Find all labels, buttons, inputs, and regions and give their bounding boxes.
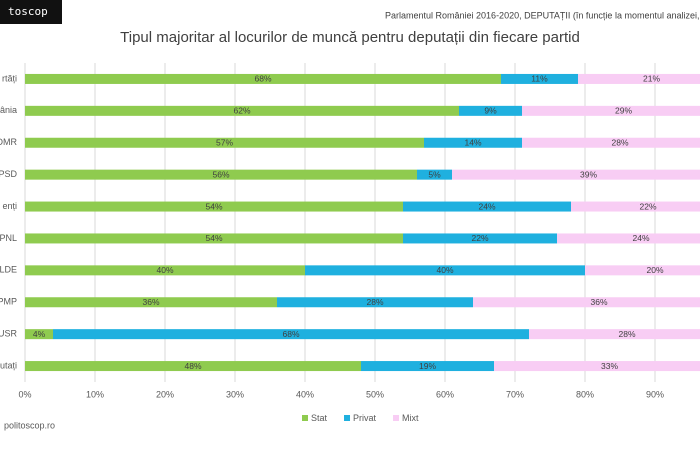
value-label: 33% [601,361,618,371]
value-label: 40% [156,265,173,275]
value-label: 48% [184,361,201,371]
value-label: 36% [142,297,159,307]
bar-segment [571,201,700,212]
bar-segment [501,73,578,84]
value-label: 14% [464,138,481,148]
x-tick-label: 0% [18,389,31,399]
x-tick-label: 80% [576,389,594,399]
bar-segment [25,297,277,308]
source: Parlamentul României 2016-2020, DEPUTAȚI… [385,10,700,20]
bar-segment [403,233,557,244]
bar-segment [25,329,53,340]
x-tick-label: 30% [226,389,244,399]
y-tick-label: LDE [0,265,17,275]
legend-swatch [302,415,308,421]
value-label: 19% [419,361,436,371]
y-tick-label: USR [0,329,17,339]
value-label: 21% [643,74,660,84]
bar-segment [459,105,522,116]
legend-swatch [393,415,400,421]
legend-label: Privat [353,413,377,423]
bar-segment [25,201,403,212]
y-tick-label: ânia [0,105,17,115]
value-label: 62% [233,106,250,116]
value-label: 5% [428,169,441,179]
value-label: 40% [436,265,453,275]
x-tick-label: 10% [86,389,104,399]
bar-segment [25,137,424,148]
bar-segment [277,297,473,308]
x-tick-label: 20% [156,389,174,399]
y-tick-label: PSD [0,169,17,179]
y-tick-label: DMR [0,137,17,147]
y-tick-label: enți [2,201,17,211]
value-label: 54% [205,201,222,211]
y-tick-label: PMP [0,297,17,307]
bar-segment [361,361,494,372]
logo: toscop [8,5,48,18]
value-label: 22% [639,201,656,211]
bar-segment [585,265,700,276]
legend-label: Mixt [402,413,419,423]
bar-segment [25,265,305,276]
bar-segment [417,169,452,180]
legend-label: Stat [311,413,328,423]
x-tick-label: 70% [506,389,524,399]
value-label: 39% [580,169,597,179]
value-label: 4% [33,329,46,339]
value-label: 56% [212,169,229,179]
value-label: 9% [484,106,497,116]
x-tick-label: 60% [436,389,454,399]
bar-segment [25,105,459,116]
value-label: 24% [632,233,649,243]
bar-segment [557,233,700,244]
value-label: 20% [646,265,663,275]
y-tick-label: putați [0,360,17,370]
legend-swatch [344,415,351,421]
x-tick-label: 50% [366,389,384,399]
bar-segment [522,137,700,148]
value-label: 54% [205,233,222,243]
footer: politoscop.ro [4,420,55,430]
bar-segment [578,73,700,84]
y-tick-label: PNL [0,233,17,243]
value-label: 28% [611,138,628,148]
bar-segment [25,233,403,244]
value-label: 28% [618,329,635,339]
bar-segment [25,169,417,180]
bar-segment [473,297,700,308]
bar-segment [424,137,522,148]
value-label: 68% [254,74,271,84]
x-tick-label: 40% [296,389,314,399]
value-label: 57% [216,138,233,148]
bar-segment [529,329,700,340]
y-tick-label: rtăți [2,73,17,83]
bar-segment [452,169,700,180]
bar-segment [305,265,585,276]
bar-segment [25,73,501,84]
value-label: 24% [478,201,495,211]
value-label: 11% [531,74,548,84]
bar-segment [494,361,700,372]
value-label: 29% [615,106,632,116]
chart-title: Tipul majoritar al locurilor de muncă pe… [120,29,580,46]
bar-segment [53,329,529,340]
x-tick-label: 90% [646,389,664,399]
value-label: 22% [471,233,488,243]
bar-segment [403,201,571,212]
value-label: 28% [366,297,383,307]
value-label: 68% [282,329,299,339]
bar-segment [522,105,700,116]
bar-segment [25,361,361,372]
logo-box [0,0,62,24]
value-label: 36% [590,297,607,307]
